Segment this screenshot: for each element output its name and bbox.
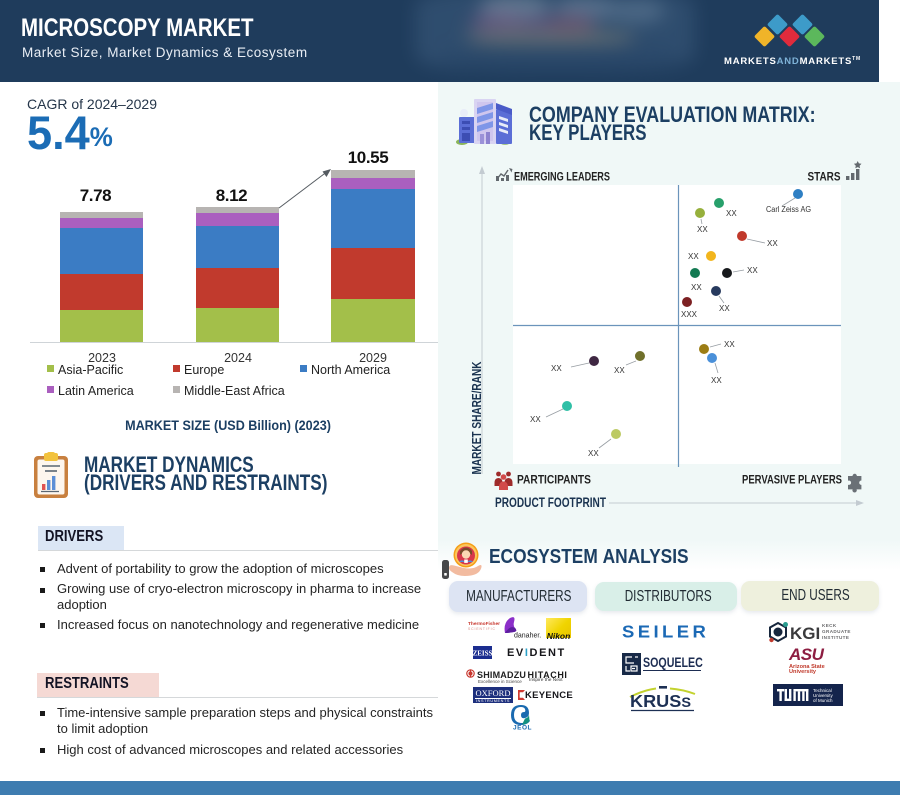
svg-text:XX: XX: [767, 239, 778, 248]
svg-text:XX: XX: [711, 376, 722, 385]
svg-text:XX: XX: [614, 366, 625, 375]
svg-text:EMERGING LEADERS: EMERGING LEADERS: [514, 170, 610, 184]
svg-text:XX: XX: [688, 252, 699, 261]
svg-text:XX: XX: [530, 415, 541, 424]
svg-text:XX: XX: [724, 340, 735, 349]
svg-text:KGI: KGI: [790, 624, 820, 643]
svg-text:INSTITUTE: INSTITUTE: [822, 635, 849, 640]
svg-text:PARTICIPANTS: PARTICIPANTS: [517, 473, 591, 487]
svg-text:MARKET SHARE/RANK: MARKET SHARE/RANK: [469, 361, 484, 474]
svg-text:XX: XX: [747, 266, 758, 275]
svg-text:KECK: KECK: [822, 623, 837, 628]
svg-text:XX: XX: [588, 449, 599, 458]
svg-text:XX: XX: [726, 209, 737, 218]
svg-text:XX: XX: [697, 225, 708, 234]
svg-text:XXX: XXX: [681, 310, 698, 319]
svg-text:XX: XX: [719, 304, 730, 313]
svg-text:Carl Zeiss AG: Carl Zeiss AG: [766, 205, 811, 214]
svg-text:Technical: Technical: [813, 688, 832, 693]
svg-text:XX: XX: [691, 283, 702, 292]
svg-text:PERVASIVE PLAYERS: PERVASIVE PLAYERS: [742, 473, 842, 487]
svg-text:GRADUATE: GRADUATE: [822, 629, 851, 634]
svg-text:STARS: STARS: [808, 170, 841, 184]
svg-text:ZEISS: ZEISS: [473, 650, 492, 658]
svg-text:JEOL: JEOL: [513, 725, 532, 731]
svg-text:PRODUCT FOOTPRINT: PRODUCT FOOTPRINT: [495, 495, 607, 510]
svg-text:XX: XX: [551, 364, 562, 373]
svg-text:University: University: [813, 693, 834, 698]
svg-text:of Munich: of Munich: [813, 698, 833, 703]
svg-text:danaher.: danaher.: [514, 633, 541, 640]
